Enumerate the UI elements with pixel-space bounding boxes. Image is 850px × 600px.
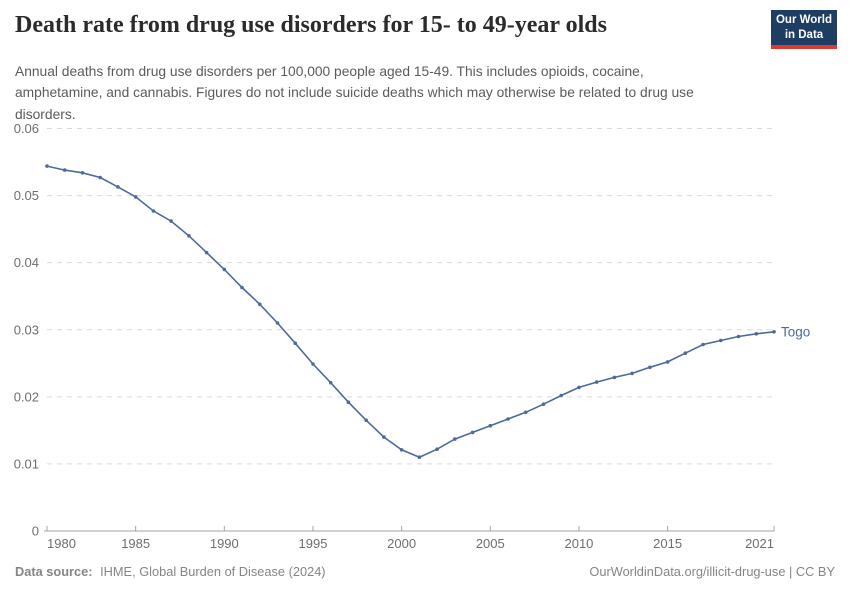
data-point[interactable] (506, 417, 510, 421)
data-point[interactable] (488, 423, 493, 428)
data-point[interactable] (541, 402, 546, 407)
page-title: Death rate from drug use disorders for 1… (15, 12, 607, 38)
data-point[interactable] (612, 375, 617, 380)
data-point[interactable] (98, 175, 102, 180)
data-point[interactable] (594, 380, 599, 384)
data-point[interactable] (62, 168, 67, 172)
x-axis-tick-label: 2010 (564, 536, 593, 551)
owid-logo[interactable]: Our World in Data (771, 10, 837, 49)
x-axis-tick-label: 1985 (121, 536, 150, 551)
y-axis-tick-label: 0.04 (14, 255, 39, 270)
data-point[interactable] (222, 267, 227, 272)
data-point[interactable] (524, 410, 528, 415)
data-point[interactable] (665, 360, 670, 364)
data-source: Data source: IHME, Global Burden of Dise… (15, 564, 326, 579)
data-point[interactable] (258, 302, 262, 307)
data-point[interactable] (630, 371, 634, 376)
data-point[interactable] (151, 209, 156, 213)
data-point[interactable] (169, 219, 173, 223)
data-point[interactable] (754, 332, 759, 336)
data-point[interactable] (453, 437, 457, 441)
series-line-togo[interactable] (46, 165, 775, 459)
y-axis-tick-label: 0.03 (14, 322, 39, 337)
y-axis-tick-label: 0.06 (14, 121, 39, 136)
data-point[interactable] (346, 400, 351, 405)
data-point[interactable] (683, 351, 688, 356)
y-axis-tick-label: 0.02 (14, 389, 39, 404)
logo-line2: in Data (784, 28, 824, 41)
data-point[interactable] (577, 385, 581, 390)
data-point[interactable] (382, 435, 386, 439)
data-point[interactable] (559, 393, 563, 398)
data-point[interactable] (648, 365, 652, 370)
series-label-togo[interactable]: Togo (781, 324, 810, 339)
data-point[interactable] (470, 430, 475, 435)
data-point[interactable] (240, 285, 244, 290)
data-point[interactable] (45, 164, 49, 168)
data-point[interactable] (435, 447, 439, 452)
data-source-label: Data source: (15, 564, 93, 579)
data-source-text: IHME, Global Burden of Disease (2024) (100, 564, 326, 579)
x-axis-tick-label: 1980 (47, 536, 76, 551)
data-point[interactable] (275, 321, 280, 325)
x-axis-tick-label: 2015 (653, 536, 682, 551)
data-point[interactable] (187, 234, 191, 238)
data-point[interactable] (293, 341, 298, 346)
logo-line1: Our World (775, 14, 832, 27)
data-point[interactable] (80, 171, 85, 175)
y-axis-tick-label: 0.05 (14, 188, 39, 203)
data-point[interactable] (417, 455, 422, 460)
data-point[interactable] (701, 342, 705, 347)
y-axis-tick-label: 0 (32, 524, 39, 539)
credit-link[interactable]: OurWorldinData.org/illicit-drug-use | CC… (589, 564, 835, 579)
data-point[interactable] (364, 418, 369, 423)
data-point[interactable] (772, 330, 776, 334)
chart-subtitle: Annual deaths from drug use disorders pe… (15, 64, 694, 122)
data-point[interactable] (204, 250, 209, 255)
data-point[interactable] (116, 185, 120, 189)
data-point[interactable] (736, 334, 741, 339)
chart-footer: Data source: IHME, Global Burden of Dise… (15, 564, 835, 579)
x-axis-tick-label: 2021 (745, 536, 774, 551)
data-point[interactable] (719, 338, 723, 343)
x-axis-tick-label: 1995 (299, 536, 328, 551)
x-axis-tick-label: 1990 (210, 536, 239, 551)
data-point[interactable] (328, 380, 333, 385)
x-axis-tick-label: 2005 (476, 536, 505, 551)
data-point[interactable] (399, 448, 404, 452)
y-axis-tick-label: 0.01 (14, 456, 39, 471)
x-axis-tick-label: 2000 (387, 536, 416, 551)
data-point[interactable] (311, 362, 315, 366)
data-point[interactable] (133, 195, 138, 199)
